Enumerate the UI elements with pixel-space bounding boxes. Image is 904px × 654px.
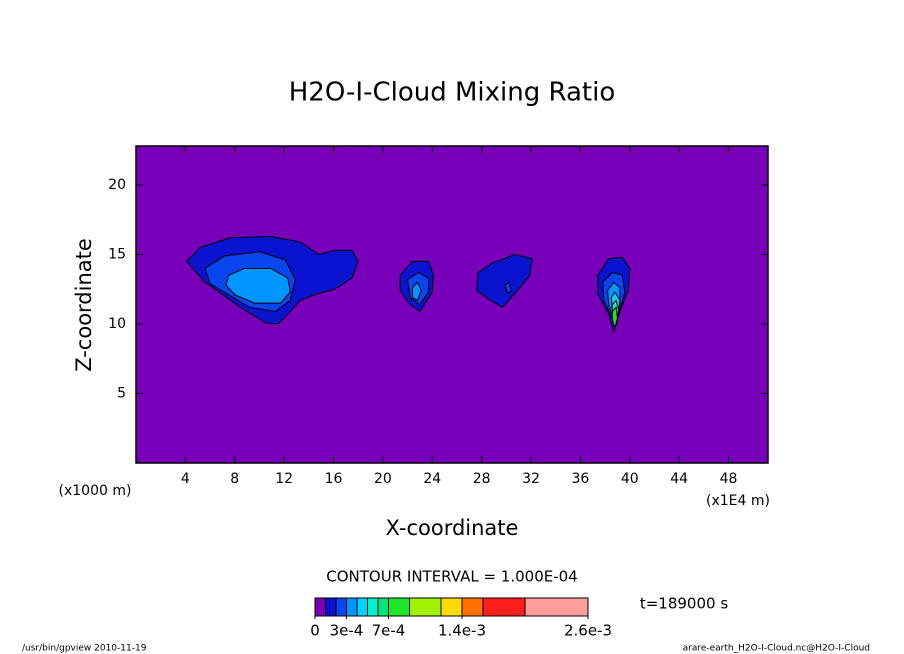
colorbar-label: 3e-4 [330,622,364,640]
colorbar-segment [367,597,379,617]
colorbar-label: 0 [310,622,320,640]
footer-left: /usr/bin/gpview 2010-11-19 [22,644,147,654]
x-tick-label: 40 [621,471,639,487]
colorbar-segment [377,597,389,617]
colorbar-label: 7e-4 [372,622,406,640]
x-tick-label: 48 [720,471,738,487]
contour-region [412,281,422,301]
x-tick-label: 16 [325,471,343,487]
plot-frame [135,145,769,464]
x-tick-label: 20 [374,471,392,487]
x-tick-label: 4 [181,471,190,487]
x-tick-label: 36 [571,471,589,487]
chart-title: H2O-I-Cloud Mixing Ratio [289,78,616,108]
colorbar-label: 1.4e-3 [438,622,486,640]
x-tick-label: 8 [230,471,239,487]
contour-region [225,267,291,304]
y-tick-label: 15 [108,246,126,262]
x-axis-unit: (x1E4 m) [706,493,770,509]
contour-interval: CONTOUR INTERVAL = 1.000E-04 [326,568,577,586]
colorbar-segment [356,597,368,617]
colorbar-segment [325,597,337,617]
x-tick-label: 32 [522,471,540,487]
x-tick-label: 12 [275,471,293,487]
colorbar-segment [461,597,484,617]
y-tick-label: 5 [117,385,126,401]
contour-region [611,306,618,329]
y-axis-unit: (x1000 m) [59,483,132,499]
x-tick-label: 28 [473,471,491,487]
colorbar-label: 2.6e-3 [564,622,612,640]
time-label: t=189000 s [640,595,728,613]
x-tick-label: 24 [423,471,441,487]
colorbar-segment [524,597,589,617]
colorbar-segment [482,597,526,617]
contour-region [476,253,533,308]
colorbar-segment [409,597,442,617]
y-axis-title: Z-coordinate [72,238,96,372]
y-tick-label: 10 [108,316,126,332]
colorbar-segment [346,597,358,617]
y-tick-label: 20 [108,177,126,193]
colorbar-segment [388,597,410,617]
contour-region [504,281,512,294]
footer-right: arare-earth_H2O-I-Cloud.nc@H2O-I-Cloud [683,644,870,654]
colorbar-segment [314,597,326,617]
colorbar-segment [440,597,463,617]
plot-background [136,146,768,463]
colorbar-segment [335,597,347,617]
x-tick-label: 44 [670,471,688,487]
x-axis-title: X-coordinate [386,516,519,540]
